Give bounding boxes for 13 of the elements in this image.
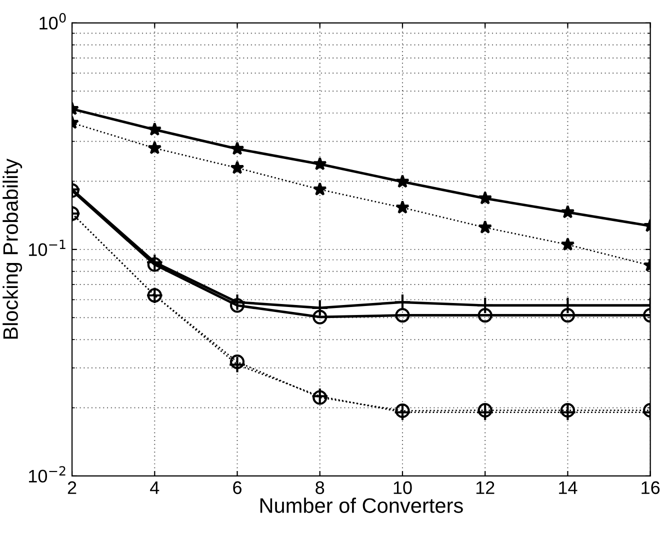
x-tick-label: 10 <box>394 481 412 494</box>
x-tick-label: 8 <box>316 481 324 494</box>
y-tick-label: 10$^{−2}$ <box>29 466 66 483</box>
x-axis-title: Number of Converters <box>260 498 463 513</box>
x-tick-label: 4 <box>150 481 160 494</box>
y-tick-label: 10$^{−1}$ <box>29 240 66 256</box>
x-tick-label: 2 <box>68 481 76 494</box>
x-tick-label: 12 <box>476 481 494 494</box>
x-tick-label: 14 <box>559 481 578 494</box>
y-axis-title: Blocking Probability <box>2 158 22 339</box>
y-tick-label: 10$^{0}$ <box>40 13 66 30</box>
x-tick-label: 6 <box>233 481 242 494</box>
x-tick-label: 16 <box>642 481 660 494</box>
